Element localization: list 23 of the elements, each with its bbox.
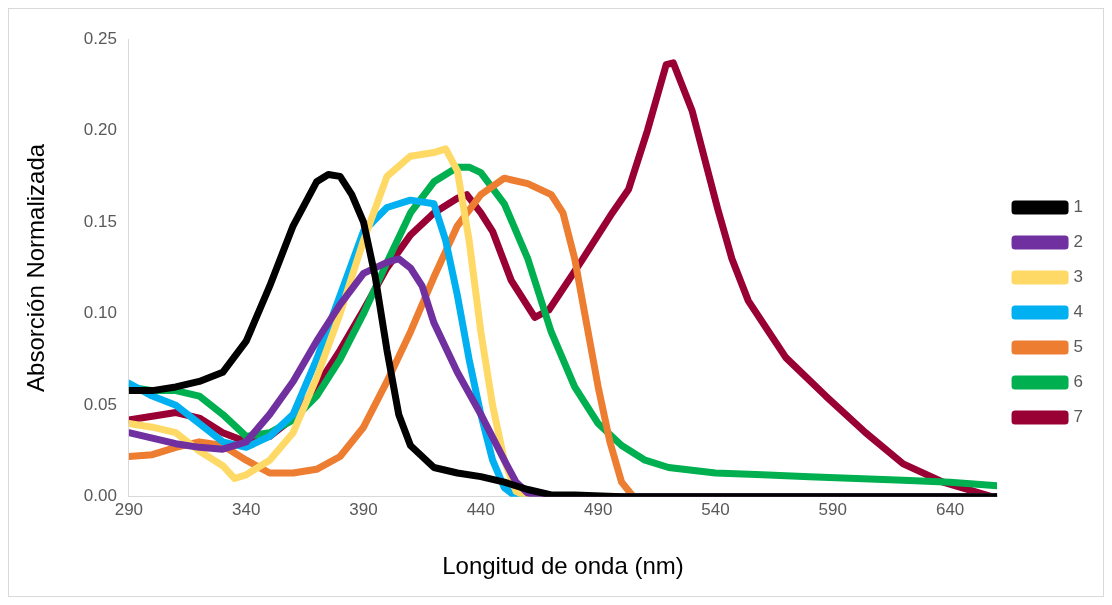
x-tick-label: 440 xyxy=(466,499,496,519)
x-tick-label: 540 xyxy=(701,499,730,519)
legend-label: 7 xyxy=(1073,407,1084,427)
x-tick-label: 290 xyxy=(114,499,144,519)
legend-label: 2 xyxy=(1073,232,1084,252)
x-axis-title: Longitud de onda (nm) xyxy=(442,552,684,580)
y-tick-label: 0.20 xyxy=(83,120,117,140)
y-axis-title: Absorción Normalizada xyxy=(22,143,50,392)
legend-label: 5 xyxy=(1073,337,1084,357)
x-tick-label: 390 xyxy=(349,499,378,519)
y-tick-label: 0.00 xyxy=(83,486,117,506)
legend-label: 3 xyxy=(1073,267,1084,287)
legend-label: 4 xyxy=(1073,302,1084,322)
y-tick-label: 0.15 xyxy=(83,211,117,231)
x-tick-label: 640 xyxy=(935,499,965,519)
y-tick-label: 0.05 xyxy=(83,394,117,414)
y-tick-label: 0.10 xyxy=(83,303,117,323)
y-tick-label: 0.25 xyxy=(83,28,117,48)
x-tick-label: 590 xyxy=(818,499,847,519)
legend-label: 6 xyxy=(1073,372,1084,392)
legend-label: 1 xyxy=(1073,197,1084,217)
x-tick-label: 490 xyxy=(583,499,613,519)
x-tick-label: 340 xyxy=(232,499,261,519)
